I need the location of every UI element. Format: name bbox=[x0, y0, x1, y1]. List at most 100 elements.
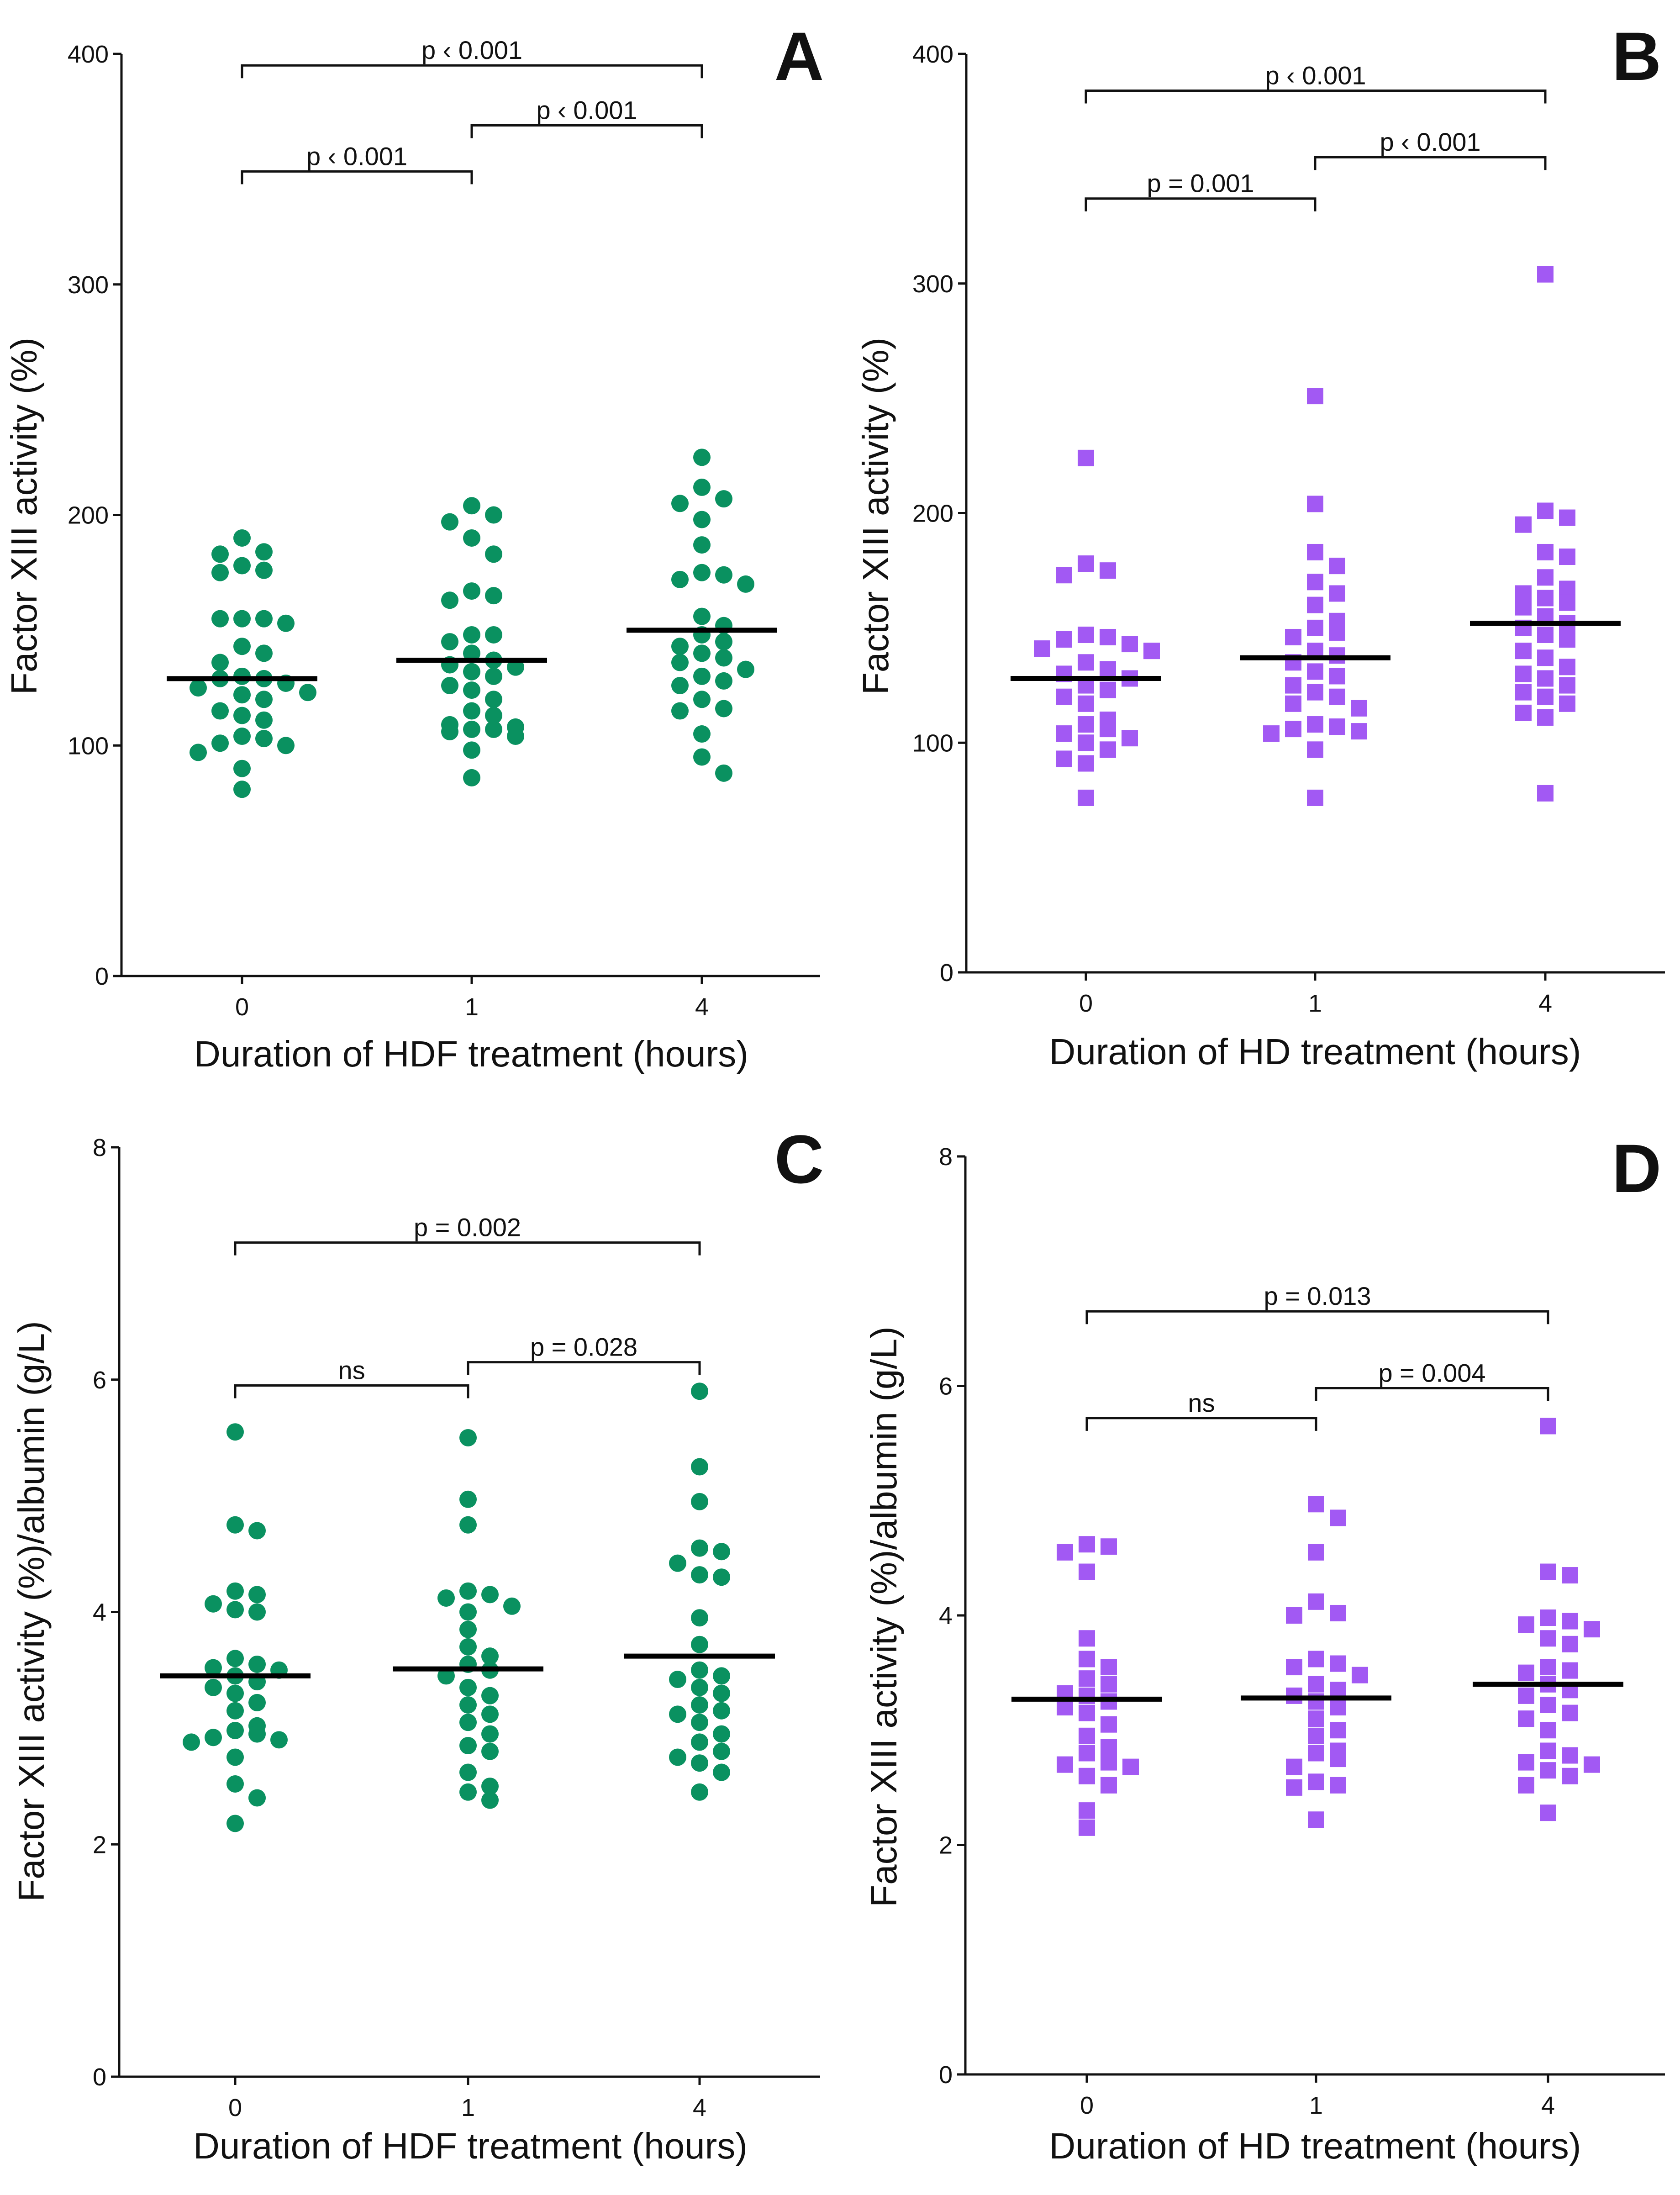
y-tick-label: 0 bbox=[93, 2063, 106, 2091]
data-point-circle bbox=[485, 707, 502, 724]
significance-label: ns bbox=[1188, 1388, 1215, 1417]
data-point-square bbox=[1078, 789, 1094, 806]
x-tick-label: 1 bbox=[1309, 2092, 1323, 2119]
y-tick-label: 300 bbox=[912, 270, 953, 298]
data-point-square bbox=[1537, 266, 1554, 283]
data-point-circle bbox=[463, 529, 480, 547]
data-point-circle bbox=[226, 1815, 244, 1832]
data-point-circle bbox=[233, 781, 251, 798]
significance-bracket bbox=[1085, 89, 1547, 104]
data-point-square bbox=[1559, 631, 1575, 648]
data-point-circle bbox=[485, 587, 502, 605]
data-point-square bbox=[1285, 695, 1301, 712]
significance-label: p = 0.004 bbox=[1378, 1359, 1485, 1388]
data-point-circle bbox=[459, 1678, 477, 1696]
data-point-square bbox=[1330, 1699, 1346, 1715]
data-point-square bbox=[1329, 718, 1345, 735]
data-point-circle bbox=[715, 672, 732, 690]
data-point-circle bbox=[437, 1589, 455, 1607]
data-point-circle bbox=[437, 1667, 455, 1685]
data-point-square bbox=[1540, 1418, 1556, 1435]
data-point-square bbox=[1559, 677, 1575, 694]
data-point-square bbox=[1540, 1696, 1556, 1713]
data-point-square bbox=[1540, 1742, 1556, 1759]
data-point-square bbox=[1540, 1563, 1556, 1580]
data-point-square bbox=[1559, 594, 1575, 611]
data-point-circle bbox=[485, 545, 502, 563]
data-point-circle bbox=[693, 478, 711, 496]
x-tick-label: 0 bbox=[228, 2094, 242, 2121]
data-point-circle bbox=[481, 1705, 499, 1723]
data-point-circle bbox=[691, 1636, 708, 1653]
data-point-square bbox=[1079, 1727, 1095, 1744]
data-point-square bbox=[1515, 585, 1532, 602]
data-point-circle bbox=[463, 741, 480, 759]
data-point-square bbox=[1307, 496, 1323, 512]
data-point-square bbox=[1078, 654, 1094, 671]
data-point-square bbox=[1307, 716, 1323, 733]
data-point-circle bbox=[463, 720, 480, 738]
significance-bracket bbox=[1085, 1417, 1317, 1431]
data-point-circle bbox=[463, 663, 480, 681]
data-point-square bbox=[1540, 1805, 1556, 1821]
data-point-circle bbox=[693, 691, 711, 708]
data-point-circle bbox=[463, 626, 480, 644]
data-point-circle bbox=[459, 1582, 477, 1600]
data-point-circle bbox=[669, 1705, 686, 1723]
data-point-circle bbox=[190, 744, 207, 761]
data-point-square bbox=[1056, 688, 1072, 705]
data-point-square bbox=[1308, 1676, 1324, 1693]
y-tick-label: 0 bbox=[939, 2061, 953, 2089]
data-point-circle bbox=[277, 614, 295, 632]
data-point-circle bbox=[691, 1678, 708, 1696]
data-point-square bbox=[1559, 580, 1575, 597]
data-point-square bbox=[1286, 1779, 1302, 1796]
data-point-square bbox=[1263, 725, 1280, 742]
data-point-square bbox=[1537, 709, 1554, 726]
data-point-square bbox=[1537, 590, 1554, 607]
data-point-circle bbox=[233, 686, 251, 704]
x-tick-label: 0 bbox=[235, 993, 249, 1021]
data-point-square bbox=[1537, 688, 1554, 705]
data-point-circle bbox=[481, 1687, 499, 1704]
data-point-square bbox=[1056, 567, 1072, 584]
data-point-circle bbox=[226, 1721, 244, 1739]
chart-panel-c: 0 2 4 6 8 0 1 4 Duration of HDF treatment (hours… bbox=[11, 1121, 824, 2166]
data-point-square bbox=[1351, 723, 1367, 740]
data-point-square bbox=[1307, 684, 1323, 701]
data-point-square bbox=[1079, 1563, 1095, 1580]
y-tick-label: 100 bbox=[68, 732, 109, 760]
data-point-square bbox=[1079, 1651, 1095, 1667]
significance-label: ns bbox=[338, 1356, 365, 1384]
data-point-square bbox=[1057, 1699, 1073, 1715]
data-point-circle bbox=[715, 490, 732, 508]
significance-label: p ‹ 0.001 bbox=[1380, 127, 1480, 156]
data-point-square bbox=[1537, 626, 1554, 643]
data-point-square bbox=[1330, 1777, 1346, 1794]
data-point-square bbox=[1537, 649, 1554, 666]
data-point-circle bbox=[459, 1763, 477, 1781]
data-point-square bbox=[1330, 1682, 1346, 1699]
data-point-circle bbox=[226, 1516, 244, 1534]
x-axis-label: Duration of HD treatment (hours) bbox=[1049, 1031, 1581, 1072]
data-point-circle bbox=[463, 582, 480, 600]
data-point-square bbox=[1286, 1758, 1302, 1775]
data-point-square bbox=[1515, 643, 1532, 660]
data-point-circle bbox=[226, 1684, 244, 1702]
data-point-square bbox=[1518, 1777, 1534, 1794]
data-point-circle bbox=[713, 1684, 730, 1702]
data-point-circle bbox=[459, 1638, 477, 1656]
data-point-circle bbox=[211, 564, 229, 581]
data-point-circle bbox=[299, 684, 316, 702]
data-point-square bbox=[1307, 574, 1323, 591]
data-point-square bbox=[1079, 1802, 1095, 1819]
data-point-circle bbox=[211, 545, 229, 563]
data-point-square bbox=[1285, 721, 1301, 738]
significance-bracket bbox=[1315, 1387, 1549, 1401]
data-point-circle bbox=[463, 702, 480, 720]
x-axis-label: Duration of HDF treatment (hours) bbox=[193, 2126, 748, 2166]
y-tick-label: 6 bbox=[93, 1367, 106, 1394]
data-point-square bbox=[1330, 1722, 1346, 1739]
data-point-circle bbox=[205, 1678, 222, 1696]
x-tick-label: 1 bbox=[461, 2094, 475, 2121]
